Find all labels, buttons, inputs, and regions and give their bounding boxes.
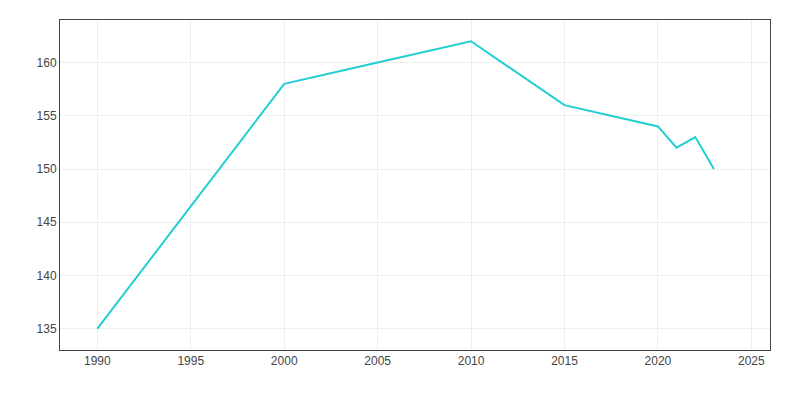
svg-text:160: 160: [37, 56, 57, 70]
svg-text:2005: 2005: [364, 354, 391, 368]
svg-text:2020: 2020: [645, 354, 672, 368]
svg-text:140: 140: [37, 269, 57, 283]
svg-text:145: 145: [37, 215, 57, 229]
svg-text:2015: 2015: [551, 354, 578, 368]
svg-text:1990: 1990: [84, 354, 111, 368]
svg-text:2025: 2025: [738, 354, 765, 368]
svg-text:2000: 2000: [271, 354, 298, 368]
svg-text:1995: 1995: [177, 354, 204, 368]
svg-text:135: 135: [37, 322, 57, 336]
svg-text:2010: 2010: [458, 354, 485, 368]
svg-text:150: 150: [37, 162, 57, 176]
svg-text:155: 155: [37, 109, 57, 123]
